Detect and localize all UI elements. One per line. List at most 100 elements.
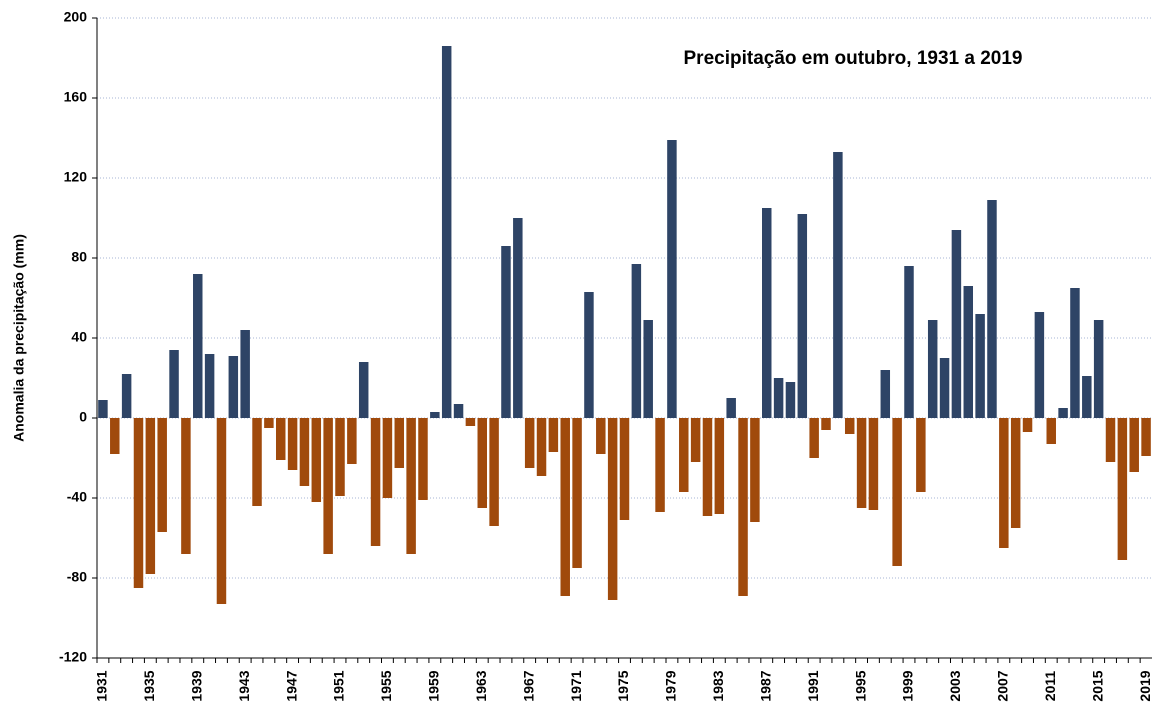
bar [963, 286, 974, 418]
bar [264, 418, 274, 428]
bar [679, 418, 689, 492]
bar [1129, 418, 1139, 472]
bar [394, 418, 405, 468]
bar [631, 264, 642, 418]
x-tick-label: 1975 [615, 670, 631, 701]
bar [667, 140, 677, 418]
bar [726, 398, 736, 418]
bar [252, 418, 262, 506]
bar [738, 418, 748, 596]
x-tick-label: 1971 [568, 670, 584, 701]
bar [999, 418, 1009, 548]
bar [406, 418, 416, 554]
bar [169, 350, 179, 418]
bar [904, 266, 914, 418]
y-tick-label: 200 [64, 9, 88, 25]
x-tick-label: 1951 [331, 670, 347, 701]
bar [299, 418, 310, 486]
bar [358, 362, 369, 418]
bar [655, 418, 665, 512]
y-tick-label: 80 [71, 249, 87, 265]
x-tick-label: 1987 [757, 670, 773, 701]
x-tick-label: 1931 [94, 670, 110, 701]
bar [892, 418, 902, 566]
bar [714, 418, 725, 514]
x-tick-label: 1939 [188, 670, 204, 701]
bar [145, 418, 156, 574]
bar [181, 418, 191, 554]
bar [240, 330, 250, 418]
bar [773, 378, 784, 418]
bar [1034, 312, 1045, 418]
bar [987, 200, 997, 418]
bar [441, 46, 452, 418]
y-tick-label: -120 [59, 649, 87, 665]
bar [833, 152, 843, 418]
chart-title: Precipitação em outubro, 1931 a 2019 [684, 48, 1023, 69]
bar [216, 418, 227, 604]
bar [951, 230, 962, 418]
x-tick-label: 2011 [1042, 671, 1058, 702]
bar [536, 418, 547, 476]
bar [785, 382, 796, 418]
bar [690, 418, 701, 462]
x-tick-label: 2007 [995, 670, 1011, 701]
bar [584, 292, 594, 418]
y-tick-label: 120 [64, 169, 88, 185]
x-tick-label: 1963 [473, 670, 489, 701]
bar [809, 418, 819, 458]
bar [204, 354, 215, 418]
bar [453, 404, 464, 418]
bar [1141, 418, 1151, 456]
bar [193, 274, 203, 418]
x-tick-label: 1943 [236, 670, 252, 701]
bar [323, 418, 333, 554]
bar [489, 418, 499, 526]
bar [1105, 418, 1116, 462]
bar [1046, 418, 1056, 444]
x-tick-label: 1947 [283, 670, 299, 701]
bar [275, 418, 286, 460]
bar [572, 418, 582, 568]
y-tick-label: -80 [67, 569, 87, 585]
bar [157, 418, 167, 532]
x-tick-label: 1979 [663, 670, 679, 701]
bar [287, 418, 298, 470]
x-tick-label: 1991 [805, 670, 821, 701]
bar [513, 218, 523, 418]
bar [1070, 288, 1080, 418]
bar [335, 418, 345, 496]
bar [939, 358, 950, 418]
bar [619, 418, 630, 520]
bar [702, 418, 713, 516]
bar [927, 320, 938, 418]
bar [228, 356, 239, 418]
bar [750, 418, 760, 522]
bar [477, 418, 487, 508]
y-tick-label: 0 [79, 409, 87, 425]
bar [548, 418, 559, 452]
x-tick-label: 1955 [378, 670, 394, 701]
bar [1022, 418, 1033, 432]
x-tick-label: 1983 [710, 670, 726, 701]
bar [821, 418, 831, 430]
bar [880, 370, 891, 418]
bar [844, 418, 855, 434]
bar [311, 418, 322, 502]
bar [382, 418, 393, 498]
bar [560, 418, 570, 596]
y-tick-label: 160 [64, 89, 88, 105]
bar [121, 374, 132, 418]
bar [607, 418, 618, 600]
x-tick-label: 1995 [852, 670, 868, 701]
bar [98, 400, 108, 418]
bar [501, 246, 511, 418]
x-tick-label: 2019 [1137, 670, 1153, 701]
bar [643, 320, 653, 418]
x-tick-label: 1999 [900, 670, 916, 701]
y-axis-label: Anomalia da precipitação (mm) [11, 234, 27, 442]
bar [868, 418, 879, 510]
bar [596, 418, 606, 454]
bar [1058, 408, 1068, 418]
